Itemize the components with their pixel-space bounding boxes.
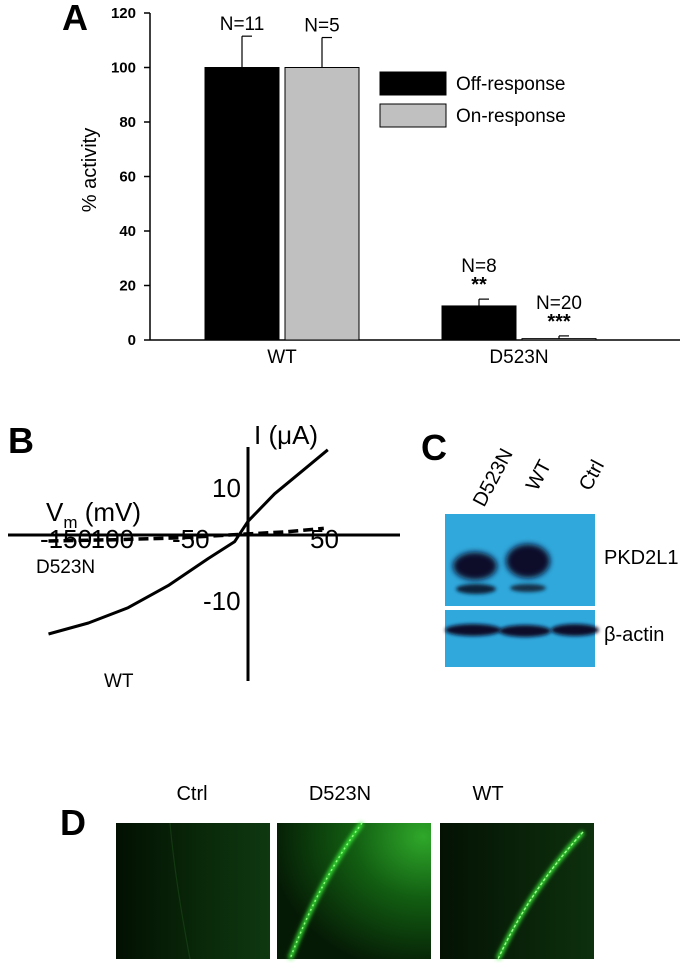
panel-c: C D523N WT Ctrl PKD2L1 β-actin [421, 427, 679, 667]
significance-label: ** [471, 274, 487, 296]
blot-beta-actin [445, 610, 595, 667]
legend-swatch [379, 71, 447, 96]
y-tick-label: 80 [119, 114, 136, 131]
iv-curve [48, 526, 324, 543]
y-tick-group: 0 20 40 60 80 100 120 [111, 5, 150, 349]
panel-b-letter: B [8, 420, 34, 461]
lane-label-wt: WT [522, 457, 556, 495]
y-tick-label: 0 [128, 332, 136, 349]
x-tick-label: 50 [310, 524, 339, 554]
bar [521, 338, 597, 341]
image-ctrl [116, 823, 270, 959]
panel-a: A 0 20 40 60 80 100 120 % activity WT D523N N=1… [62, 0, 680, 368]
panel-d-letter: D [60, 802, 86, 843]
n-label: N=20 [536, 293, 582, 314]
image-label-wt: WT [472, 783, 503, 805]
legend-swatch [379, 103, 447, 128]
y-tick-label: 40 [119, 223, 136, 240]
band-label-beta-actin: β-actin [604, 624, 664, 646]
band-wt-lower [510, 584, 546, 592]
legend-label: On-response [456, 106, 566, 127]
panel-a-letter: A [62, 0, 88, 38]
iv-curve-group [48, 448, 329, 636]
y-tick-label: -10 [203, 586, 241, 616]
lane-label-d523n: D523N [469, 445, 518, 510]
iv-curve [48, 448, 329, 636]
y-tick-label: 20 [119, 278, 136, 295]
band-actin-3 [551, 624, 599, 636]
bar-group [204, 35, 597, 341]
panel-a-ylabel: % activity [79, 128, 101, 212]
fiber-d523n-highlight [289, 822, 363, 960]
image-d523n [277, 823, 431, 959]
panel-d: D Ctrl D523N WT [60, 783, 594, 960]
band-actin-2 [499, 625, 551, 637]
legend-label: Off-response [456, 74, 565, 95]
n-label: N=11 [220, 14, 265, 35]
category-label: WT [267, 347, 297, 368]
xlabel-unit: (mV) [78, 497, 142, 527]
fiber-wt-highlight [497, 831, 584, 960]
xlabel-sub: m [63, 513, 77, 532]
panel-b: B I (μA) Vm (mV) -150 -100 -50 50 10 -10… [8, 420, 400, 692]
n-label: N=8 [461, 256, 496, 277]
curve-label-wt: WT [104, 671, 134, 692]
panel-b-xlabel: Vm (mV) [46, 497, 141, 532]
bar [441, 305, 517, 341]
curve-label-d523n: D523N [36, 557, 95, 578]
xlabel-main: V [46, 497, 64, 527]
y-tick-label: 120 [111, 5, 136, 22]
legend: Off-response On-response [379, 71, 566, 128]
y-tick-label: 100 [111, 60, 136, 77]
band-d523n [453, 552, 497, 580]
bar [204, 67, 280, 341]
y-tick-label: 60 [119, 169, 136, 186]
significance-label: *** [547, 311, 571, 333]
panel-b-ylabel: I (μA) [254, 420, 318, 450]
band-label-pkd2l1: PKD2L1 [604, 547, 679, 569]
bar [284, 67, 360, 341]
faint-fiber-ctrl [169, 822, 191, 960]
band-d523n-lower [456, 584, 496, 594]
n-label: N=5 [304, 16, 339, 37]
image-label-d523n: D523N [309, 783, 371, 805]
panel-a-y-axis: 0 20 40 60 80 100 120 [111, 5, 680, 349]
lane-label-ctrl: Ctrl [575, 457, 609, 495]
panel-c-letter: C [421, 427, 447, 468]
image-label-ctrl: Ctrl [176, 783, 207, 805]
band-wt [506, 544, 550, 578]
y-tick-label: 10 [212, 473, 241, 503]
category-label: D523N [489, 347, 548, 368]
category-label-group: WT D523N [267, 347, 548, 368]
annotation-group: N=11 N=5 **N=8 ***N=20 [220, 14, 582, 333]
band-actin-1 [445, 624, 501, 636]
